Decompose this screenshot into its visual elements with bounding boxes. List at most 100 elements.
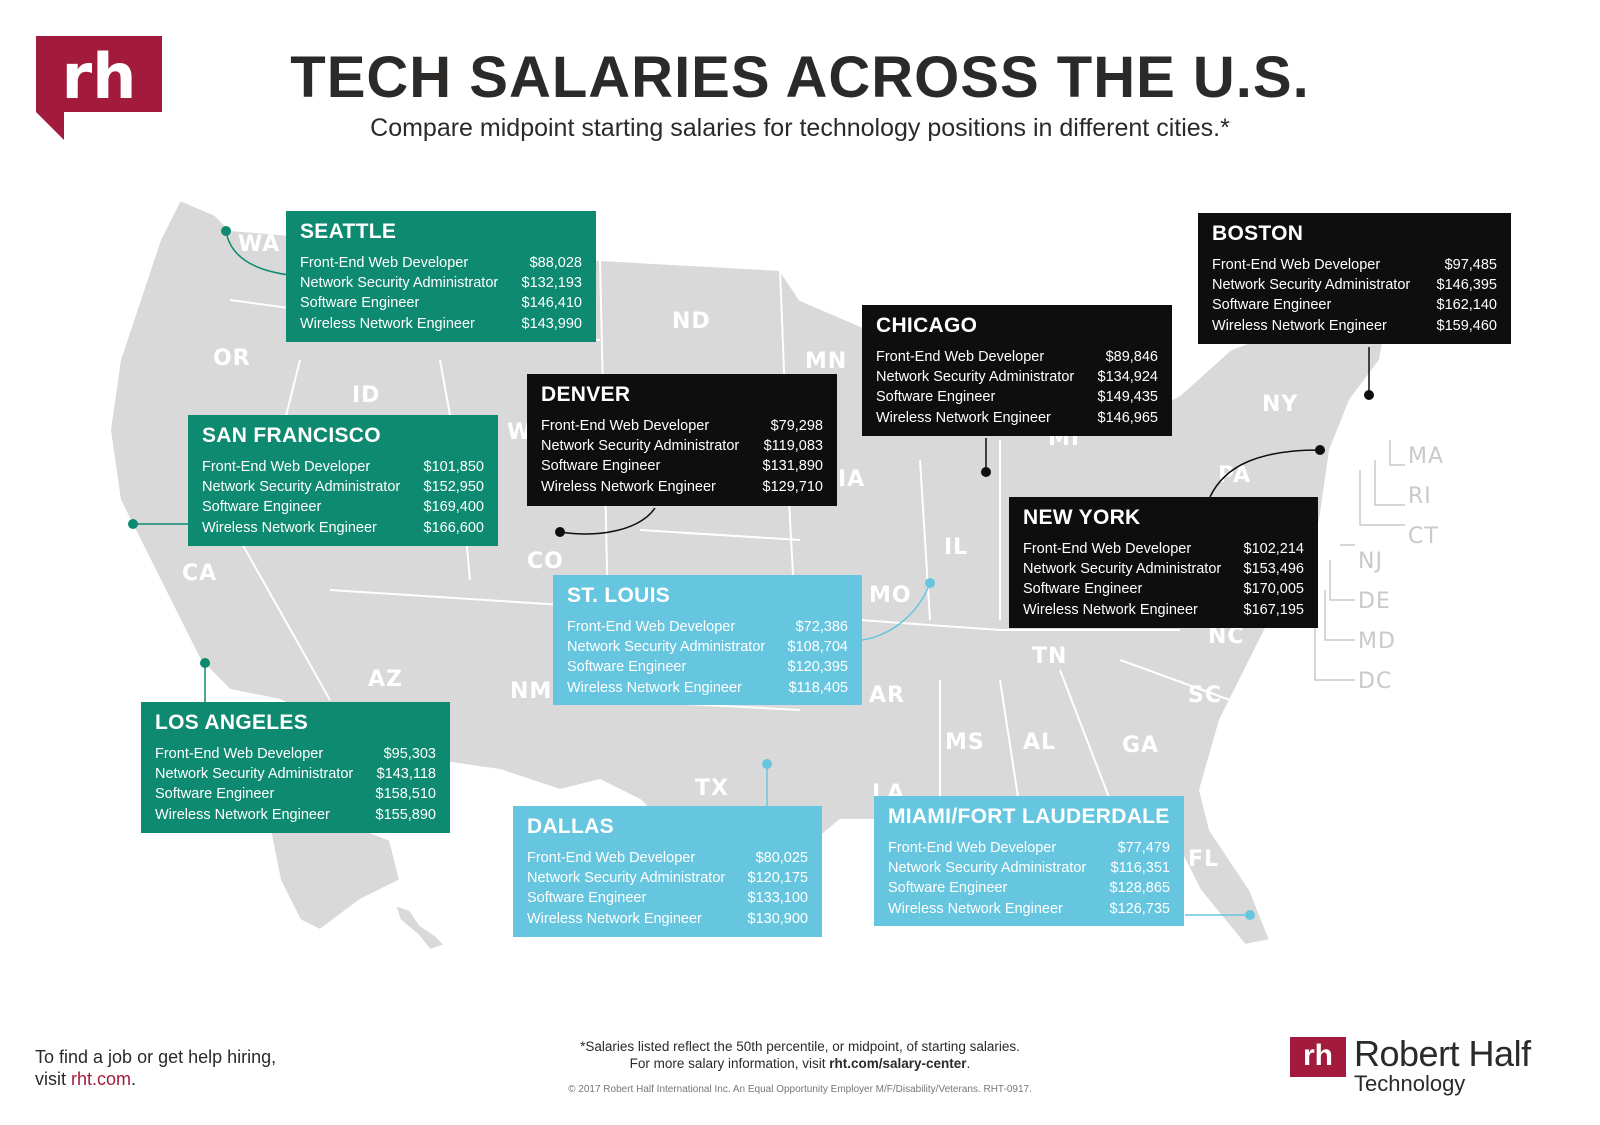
marker-ny — [1315, 445, 1325, 455]
footer-visit: visit — [35, 1069, 71, 1089]
card-miami: MIAMI/FORT LAUDERDALE Front-End Web Deve… — [874, 796, 1184, 926]
salary-row: Network Security Administrator $108,704 — [567, 637, 848, 657]
role: Network Security Administrator — [202, 479, 401, 496]
role: Front-End Web Developer — [202, 459, 371, 475]
salary-row: Front-End Web Developer $80,025 — [527, 848, 808, 868]
state-label: RI — [1408, 484, 1432, 509]
role: Front-End Web Developer — [527, 850, 696, 866]
salary: $146,410 — [521, 295, 582, 312]
footer-cta: To find a job or get help hiring, visit … — [35, 1046, 276, 1090]
city-name: SAN FRANCISCO — [202, 424, 381, 447]
salary-center-link[interactable]: rht.com/salary-center — [829, 1056, 967, 1071]
role: Wireless Network Engineer — [541, 478, 716, 495]
state-label: FL — [1188, 847, 1219, 872]
role: Front-End Web Developer — [1023, 541, 1192, 557]
card-seattle: SEATTLE Front-End Web Developer $88,028 N… — [286, 211, 596, 342]
role: Software Engineer — [876, 389, 996, 406]
ne-leader — [1374, 460, 1405, 506]
salary-row: Network Security Administrator $119,083 — [541, 436, 823, 456]
marker-stlouis — [925, 578, 935, 588]
role: Wireless Network Engineer — [876, 409, 1051, 426]
salary: $170,005 — [1243, 581, 1304, 598]
connector-ny — [1209, 449, 1321, 498]
salary-row: Network Security Administrator $146,395 — [1212, 275, 1497, 295]
map-border — [859, 619, 1180, 631]
role: Wireless Network Engineer — [1212, 317, 1387, 334]
footnote-prefix: For more salary information, visit — [629, 1056, 830, 1071]
role: Network Security Administrator — [1212, 277, 1411, 294]
state-label: PA — [1218, 463, 1251, 488]
salary: $133,100 — [747, 890, 808, 907]
role: Front-End Web Developer — [876, 349, 1045, 365]
salary-row: Network Security Administrator $132,193 — [300, 273, 582, 293]
footer-link[interactable]: rht.com — [71, 1069, 132, 1089]
card-denver: DENVER Front-End Web Developer $79,298 Ne… — [527, 374, 837, 506]
role: Front-End Web Developer — [567, 619, 736, 635]
state-label: DE — [1358, 589, 1391, 614]
state-label: AL — [1023, 730, 1056, 755]
card-chicago: CHICAGO Front-End Web Developer $89,846 N… — [862, 305, 1172, 436]
salary-row: Wireless Network Engineer $146,965 — [876, 408, 1158, 428]
salary: $72,386 — [795, 619, 848, 635]
salary: $146,395 — [1436, 277, 1497, 294]
footer-period: . — [131, 1069, 137, 1089]
salary-row: Software Engineer $120,395 — [567, 657, 848, 677]
salary: $88,028 — [529, 255, 582, 271]
footer-cta-line1: To find a job or get help hiring, — [35, 1047, 277, 1067]
salary: $130,900 — [747, 910, 808, 927]
salary: $159,460 — [1436, 317, 1497, 334]
salary-row: Front-End Web Developer $95,303 — [155, 744, 436, 764]
city-name: ST. LOUIS — [567, 584, 671, 607]
state-label: ND — [672, 309, 711, 334]
salary: $167,195 — [1243, 601, 1304, 618]
state-label: MS — [945, 730, 985, 755]
salary-row: Network Security Administrator $153,496 — [1023, 559, 1304, 579]
role: Software Engineer — [300, 295, 420, 312]
state-label: CO — [527, 549, 564, 574]
salary-row: Wireless Network Engineer $126,735 — [888, 899, 1170, 919]
salary: $153,496 — [1243, 561, 1304, 578]
map-border — [999, 679, 1021, 811]
city-name: CHICAGO — [876, 314, 978, 337]
state-label: IA — [838, 467, 865, 492]
salary-row: Front-End Web Developer $79,298 — [541, 416, 823, 436]
salary-row: Wireless Network Engineer $166,600 — [202, 518, 484, 538]
connector-seattle — [225, 230, 291, 276]
brand-logo: rh Robert Half Technology — [1290, 1033, 1580, 1097]
salary: $143,118 — [376, 766, 436, 783]
role: Front-End Web Developer — [888, 840, 1057, 856]
map-border — [1119, 659, 1231, 701]
salary: $131,890 — [762, 458, 823, 475]
salary: $149,435 — [1097, 389, 1158, 406]
copyright: © 2017 Robert Half International Inc. An… — [568, 1084, 1032, 1095]
salary-row: Front-End Web Developer $88,028 — [300, 253, 582, 273]
role: Wireless Network Engineer — [155, 806, 330, 823]
state-label: MN — [805, 349, 847, 374]
state-label: CT — [1408, 524, 1439, 549]
city-name: DENVER — [541, 383, 631, 406]
city-name: DALLAS — [527, 815, 614, 838]
salary: $89,846 — [1105, 349, 1158, 365]
footnote-suffix: . — [966, 1056, 971, 1071]
state-label: GA — [1122, 733, 1159, 758]
state-label: ID — [352, 383, 380, 408]
salary-row: Wireless Network Engineer $155,890 — [155, 805, 436, 825]
brand-sub: Technology — [1354, 1071, 1466, 1096]
card-st-louis: ST. LOUIS Front-End Web Developer $72,386… — [553, 575, 862, 705]
marker-miami — [1245, 910, 1255, 920]
role: Front-End Web Developer — [541, 418, 710, 434]
role: Network Security Administrator — [541, 438, 740, 455]
ne-leader — [1359, 470, 1405, 526]
card-boston: BOSTON Front-End Web Developer $97,485 Ne… — [1198, 213, 1511, 344]
role: Software Engineer — [202, 499, 322, 516]
salary: $120,395 — [787, 659, 848, 676]
salary-row: Network Security Administrator $143,118 — [155, 764, 436, 784]
state-label: AZ — [368, 667, 403, 692]
role: Software Engineer — [155, 786, 275, 803]
salary: $116,351 — [1110, 860, 1170, 877]
ne-leader — [1324, 590, 1355, 641]
salary-row: Wireless Network Engineer $167,195 — [1023, 600, 1304, 620]
salary: $132,193 — [521, 275, 582, 292]
role: Software Engineer — [888, 880, 1008, 897]
